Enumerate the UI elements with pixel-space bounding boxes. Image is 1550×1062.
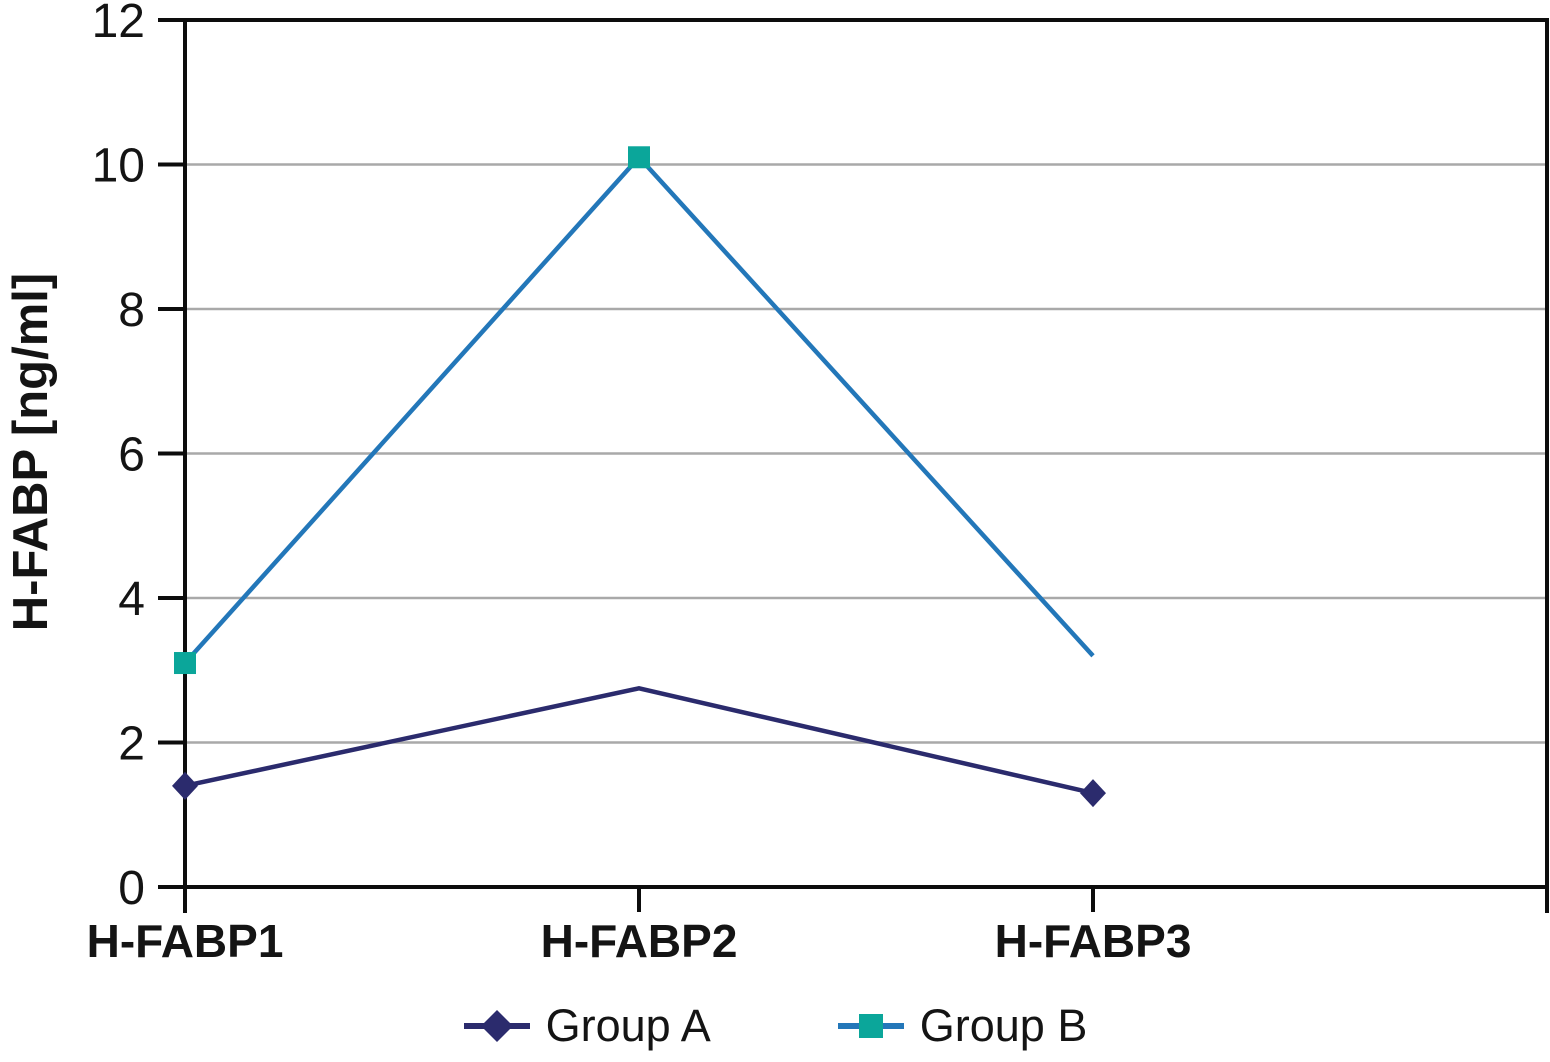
y-tick-label: 2 bbox=[118, 717, 145, 770]
series-line-group-a bbox=[184, 686, 1094, 796]
legend-item-group-b: Group B bbox=[837, 1000, 1088, 1052]
marker-diamond-group-a bbox=[172, 771, 198, 800]
category-label: H-FABP1 bbox=[87, 915, 284, 967]
y-tick-label: 4 bbox=[118, 573, 145, 626]
y-tick-label: 0 bbox=[118, 862, 145, 915]
y-axis-title: H-FABP [ng/ml] bbox=[4, 272, 58, 632]
legend-label: Group A bbox=[545, 1000, 711, 1051]
legend-diamond-marker-icon bbox=[463, 1010, 530, 1042]
y-tick-label: 8 bbox=[118, 284, 145, 337]
legend-label: Group B bbox=[919, 1000, 1088, 1051]
marker-diamond-group-a bbox=[1080, 779, 1106, 808]
marker-square-group-b bbox=[628, 146, 650, 169]
marker-square-group-b bbox=[174, 652, 196, 675]
legend-item-group-a: Group A bbox=[463, 1000, 711, 1052]
legend-square-marker-icon bbox=[837, 1014, 904, 1038]
y-tick-label: 10 bbox=[92, 139, 145, 192]
chart-legend: Group A Group B bbox=[0, 1000, 1550, 1052]
category-label: H-FABP3 bbox=[995, 915, 1192, 967]
series-line-group-b bbox=[183, 153, 1095, 665]
y-tick-label: 6 bbox=[118, 428, 145, 481]
category-label: H-FABP2 bbox=[541, 915, 738, 967]
y-tick-label: 12 bbox=[92, 0, 145, 48]
